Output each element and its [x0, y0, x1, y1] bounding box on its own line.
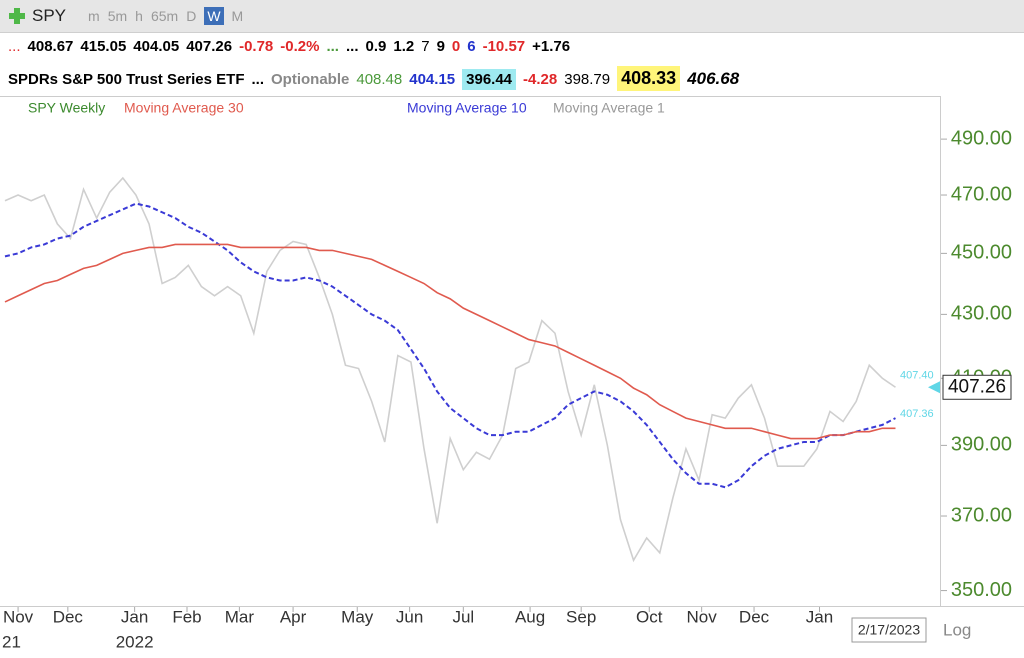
quote-value: 404.05	[133, 38, 180, 55]
last-price-arrow	[928, 381, 940, 394]
quote-value: ...	[345, 38, 359, 55]
interval-button[interactable]: W	[204, 7, 224, 25]
last-date: 2/17/2023	[858, 622, 920, 638]
y-tick-label: 390.00	[951, 434, 1012, 456]
price-marker: 407.40	[900, 370, 934, 382]
quote-value: 396.44	[462, 69, 517, 90]
x-tick-label: Nov	[3, 607, 34, 626]
series-line	[4, 243, 896, 440]
quote-value: ...	[8, 38, 21, 55]
x-tick-label: Feb	[172, 607, 201, 626]
quote-value: -0.78	[239, 38, 274, 55]
toolbar: SPY m 5m h 65m D W M	[0, 0, 1024, 33]
quote-value: 0	[451, 38, 461, 55]
y-tick-label: 470.00	[951, 183, 1012, 205]
x-tick-label: Nov	[687, 607, 718, 626]
legend-entry: Moving Average 30	[124, 100, 244, 116]
quote-value: -0.2%	[280, 38, 320, 55]
series-line	[4, 202, 896, 489]
quote-value: 1.2	[393, 38, 415, 55]
interval-button[interactable]: 5m	[107, 8, 128, 24]
x-tick-label: Mar	[225, 607, 255, 626]
quote-value: +1.76	[532, 38, 571, 55]
x-tick-label: Sep	[566, 607, 596, 626]
quote-value: 398.79	[564, 71, 611, 88]
x-tick-label: May	[341, 607, 374, 626]
x-tick-label: Aug	[515, 607, 545, 626]
quote-value: 408.48	[356, 71, 403, 88]
legend-entry: Moving Average 1	[553, 100, 665, 116]
x-tick-label: Jul	[452, 607, 474, 626]
y-tick-label: 350.00	[951, 579, 1012, 601]
quote-value: SPDRs S&P 500 Trust Series ETF	[8, 71, 245, 88]
scale-button[interactable]: Log	[943, 620, 971, 639]
quote-value: 407.26	[186, 38, 233, 55]
y-tick-label: 450.00	[951, 242, 1012, 264]
y-tick-label: 490.00	[951, 127, 1012, 149]
interval-button[interactable]: m	[88, 8, 100, 24]
x-tick-label: Jun	[396, 607, 423, 626]
price-marker: 407.36	[900, 408, 934, 420]
quote-value: ...	[251, 71, 265, 88]
quote-value: -4.28	[523, 71, 558, 88]
interval-button[interactable]: M	[231, 8, 244, 24]
year-label: 21	[2, 632, 21, 651]
last-price: 407.26	[948, 376, 1006, 397]
quote-value: -10.57	[482, 38, 526, 55]
symbol[interactable]: SPY	[32, 6, 67, 25]
add-icon[interactable]	[8, 7, 26, 25]
last-price-box	[942, 374, 1012, 400]
legend-entry: Moving Average 10	[407, 100, 527, 116]
date-box	[851, 617, 927, 643]
y-tick-label: 370.00	[951, 504, 1012, 526]
quote-value: 408.33	[617, 66, 681, 91]
quote-value: 9	[436, 38, 445, 55]
interval-button[interactable]: h	[135, 8, 143, 24]
quote-value: 0.9	[365, 38, 387, 55]
quote-row: ... 408.67 415.05 404.05 407.26 -0.78 -0.2%...…	[8, 38, 570, 55]
interval-button[interactable]: D	[186, 8, 197, 24]
chart: 350.00370.00390.00410.00430.00450.00470.…	[0, 96, 1024, 651]
x-tick-label: Jan	[806, 607, 833, 626]
quote-value: 404.15	[409, 71, 456, 88]
x-tick-label: Jan	[121, 607, 148, 626]
year-label: 2022	[116, 632, 154, 651]
quote-value: 406.68	[687, 69, 740, 88]
quote-value: Optionable	[271, 71, 350, 88]
quote-value: 6	[467, 38, 476, 55]
quote-row: SPDRs S&P 500 Trust Series ETF... Optiona…	[8, 66, 739, 91]
quote-value: ...	[326, 38, 339, 55]
x-tick-label: Oct	[636, 607, 663, 626]
quote-value: 415.05	[80, 38, 127, 55]
series-line	[4, 176, 896, 563]
x-tick-label: Apr	[280, 607, 307, 626]
y-tick-label: 430.00	[951, 303, 1012, 325]
interval-button[interactable]: 65m	[150, 8, 179, 24]
quote-value: 7	[421, 38, 430, 55]
legend-title: SPY Weekly	[28, 100, 105, 116]
quote-value: 408.67	[27, 38, 74, 55]
x-tick-label: Dec	[53, 607, 84, 626]
x-tick-label: Dec	[739, 607, 770, 626]
